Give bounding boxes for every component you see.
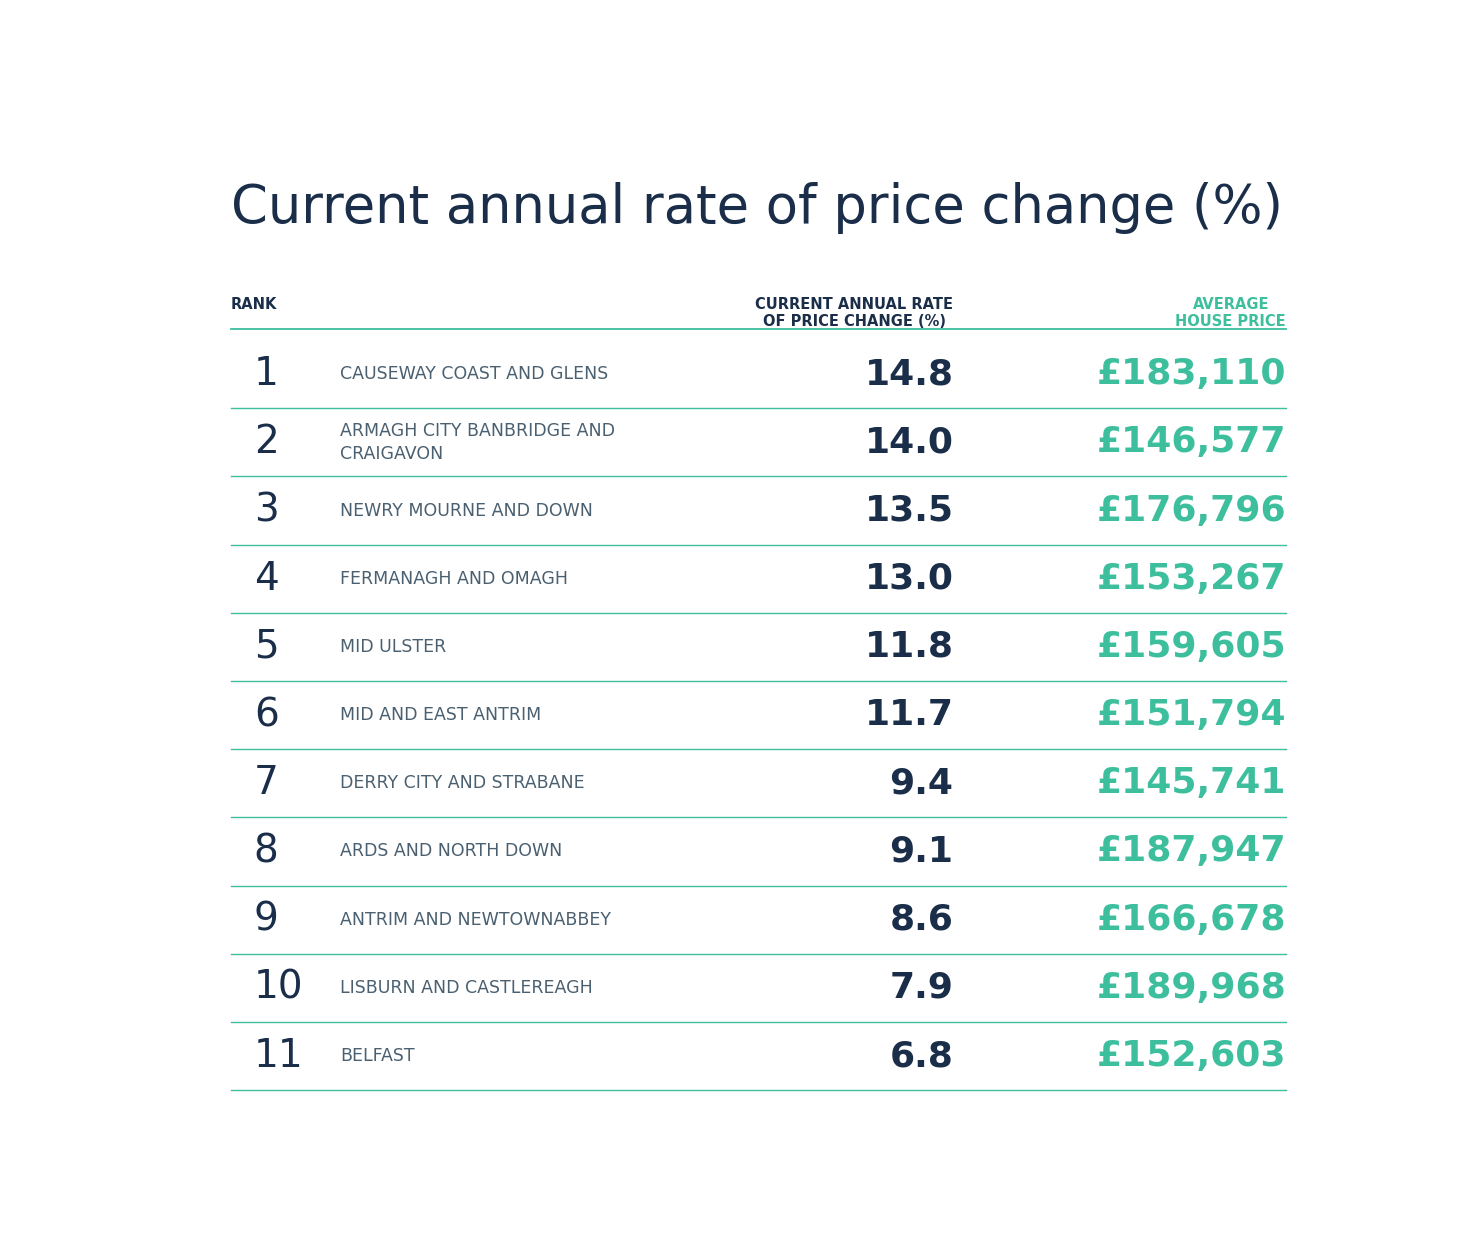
Text: 11: 11: [255, 1037, 303, 1075]
Text: 5: 5: [255, 628, 278, 666]
Text: £145,741: £145,741: [1097, 766, 1286, 800]
Text: AVERAGE
HOUSE PRICE: AVERAGE HOUSE PRICE: [1175, 297, 1286, 329]
Text: 13.5: 13.5: [864, 494, 953, 527]
Text: 14.8: 14.8: [864, 357, 953, 391]
Text: £159,605: £159,605: [1097, 630, 1286, 664]
Text: 3: 3: [255, 491, 278, 530]
Text: £152,603: £152,603: [1097, 1039, 1286, 1073]
Text: 7: 7: [255, 764, 278, 802]
Text: 4: 4: [255, 560, 278, 598]
Text: 6.8: 6.8: [889, 1039, 953, 1073]
Text: £176,796: £176,796: [1097, 494, 1286, 527]
Text: CURRENT ANNUAL RATE
OF PRICE CHANGE (%): CURRENT ANNUAL RATE OF PRICE CHANGE (%): [755, 297, 953, 329]
Text: £151,794: £151,794: [1097, 699, 1286, 732]
Text: £189,968: £189,968: [1097, 970, 1286, 1005]
Text: £183,110: £183,110: [1097, 357, 1286, 391]
Text: RANK: RANK: [231, 297, 277, 311]
Text: Current annual rate of price change (%): Current annual rate of price change (%): [231, 182, 1283, 235]
Text: LISBURN AND CASTLEREAGH: LISBURN AND CASTLEREAGH: [340, 979, 592, 997]
Text: NEWRY MOURNE AND DOWN: NEWRY MOURNE AND DOWN: [340, 501, 592, 520]
Text: 13.0: 13.0: [864, 562, 953, 596]
Text: £166,678: £166,678: [1097, 902, 1286, 937]
Text: MID AND EAST ANTRIM: MID AND EAST ANTRIM: [340, 706, 542, 724]
Text: CAUSEWAY COAST AND GLENS: CAUSEWAY COAST AND GLENS: [340, 365, 608, 383]
Text: £146,577: £146,577: [1097, 426, 1286, 459]
Text: 6: 6: [255, 696, 278, 735]
Text: 9.4: 9.4: [889, 766, 953, 800]
Text: 2: 2: [255, 423, 278, 462]
Text: BELFAST: BELFAST: [340, 1047, 414, 1065]
Text: 11.7: 11.7: [864, 699, 953, 732]
Text: ARDS AND NORTH DOWN: ARDS AND NORTH DOWN: [340, 843, 562, 860]
Text: 10: 10: [255, 969, 303, 1006]
Text: 11.8: 11.8: [864, 630, 953, 664]
Text: £187,947: £187,947: [1097, 834, 1286, 869]
Text: FERMANAGH AND OMAGH: FERMANAGH AND OMAGH: [340, 570, 568, 588]
Text: 9: 9: [255, 901, 278, 938]
Text: ANTRIM AND NEWTOWNABBEY: ANTRIM AND NEWTOWNABBEY: [340, 911, 611, 928]
Text: 8: 8: [255, 833, 278, 870]
Text: DERRY CITY AND STRABANE: DERRY CITY AND STRABANE: [340, 774, 585, 792]
Text: 1: 1: [255, 355, 278, 393]
Text: 14.0: 14.0: [864, 426, 953, 459]
Text: £153,267: £153,267: [1097, 562, 1286, 596]
Text: 9.1: 9.1: [889, 834, 953, 869]
Text: ARMAGH CITY BANBRIDGE AND
CRAIGAVON: ARMAGH CITY BANBRIDGE AND CRAIGAVON: [340, 422, 614, 463]
Text: 8.6: 8.6: [889, 902, 953, 937]
Text: MID ULSTER: MID ULSTER: [340, 638, 445, 656]
Text: 7.9: 7.9: [889, 970, 953, 1005]
